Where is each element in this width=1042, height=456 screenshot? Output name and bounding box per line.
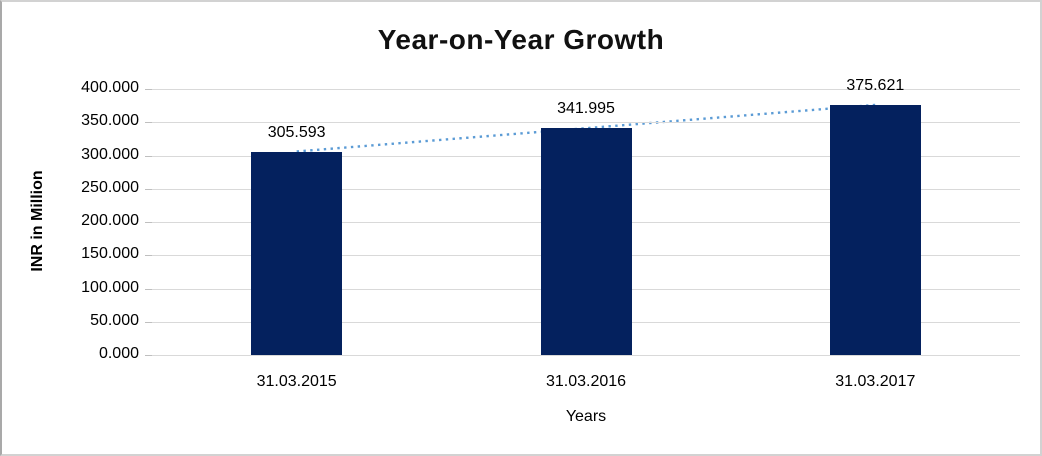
x-category-label: 31.03.2017 xyxy=(835,373,916,390)
x-category-label: 31.03.2015 xyxy=(256,373,337,390)
bar-data-label: 341.995 xyxy=(557,99,615,117)
chart-title: Year-on-Year Growth xyxy=(377,24,665,55)
y-tick-label: 50.000 xyxy=(90,311,139,329)
gridline xyxy=(152,355,1020,356)
y-axis-tick xyxy=(145,355,152,356)
bar-data-label: 305.593 xyxy=(267,123,326,141)
y-tick-label: 300.000 xyxy=(81,145,139,163)
y-tick-label: 0.000 xyxy=(98,345,139,362)
gridline xyxy=(152,122,1020,124)
y-axis-tick xyxy=(145,222,152,223)
y-axis-tick xyxy=(145,155,152,157)
y-axis-tick xyxy=(145,122,152,124)
y-tick-label: 150.000 xyxy=(81,245,139,263)
bar xyxy=(829,105,921,355)
bar-data-label: 375.621 xyxy=(846,77,905,95)
y-axis-tick xyxy=(145,321,152,323)
gridline xyxy=(152,89,1020,90)
y-tick-label: 400.000 xyxy=(81,79,139,96)
bar xyxy=(251,151,343,355)
y-tick-label: 250.000 xyxy=(81,178,139,196)
y-axis-tick xyxy=(145,188,152,190)
y-axis-tick xyxy=(145,89,152,90)
y-axis-tick xyxy=(145,255,152,257)
y-tick-label: 350.000 xyxy=(81,112,139,130)
bar xyxy=(540,127,632,355)
y-tick-label: 100.000 xyxy=(81,278,139,296)
y-axis-tick xyxy=(145,288,152,290)
y-tick-label: 200.000 xyxy=(81,212,139,229)
x-axis-title: Years xyxy=(565,408,607,425)
x-category-label: 31.03.2016 xyxy=(545,373,627,390)
